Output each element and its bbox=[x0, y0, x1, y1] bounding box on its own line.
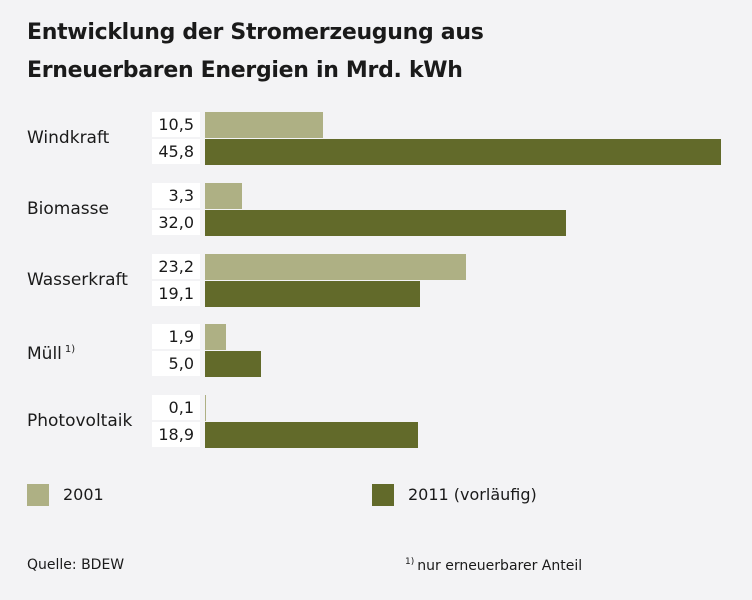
category-label-text: Windkraft bbox=[27, 128, 110, 148]
category-label-text: Photovoltaik bbox=[27, 411, 133, 431]
footnote-marker: 1) bbox=[64, 344, 76, 355]
footnote: 1) nur erneuerbarer Anteil bbox=[405, 557, 582, 574]
value-label-biomasse-2001: 3,3 bbox=[152, 183, 200, 208]
bar-photovoltaik-2011 bbox=[205, 422, 418, 448]
value-label-muell-2011: 5,0 bbox=[152, 351, 200, 376]
bar-muell-2011 bbox=[205, 351, 261, 377]
chart-title-line-2: Erneuerbaren Energien in Mrd. kWh bbox=[27, 58, 463, 83]
bar-photovoltaik-2001 bbox=[205, 395, 206, 421]
bar-windkraft-2011 bbox=[205, 139, 721, 165]
bar-muell-2001 bbox=[205, 324, 226, 350]
category-label-text: Müll bbox=[27, 344, 62, 364]
legend-swatch-2001 bbox=[27, 484, 49, 506]
value-label-wasserkraft-2001: 23,2 bbox=[152, 254, 200, 279]
bar-windkraft-2001 bbox=[205, 112, 323, 138]
value-label-muell-2001: 1,9 bbox=[152, 324, 200, 349]
category-label-text: Wasserkraft bbox=[27, 270, 128, 290]
bar-biomasse-2011 bbox=[205, 210, 566, 236]
bar-biomasse-2001 bbox=[205, 183, 242, 209]
legend-swatch-2011 bbox=[372, 484, 394, 506]
value-label-photovoltaik-2001: 0,1 bbox=[152, 395, 200, 420]
source-note: Quelle: BDEW bbox=[27, 557, 125, 573]
bar-wasserkraft-2001 bbox=[205, 254, 466, 280]
category-label-text: Biomasse bbox=[27, 199, 109, 219]
value-label-photovoltaik-2011: 18,9 bbox=[152, 422, 200, 447]
value-label-windkraft-2001: 10,5 bbox=[152, 112, 200, 137]
category-label-photovoltaik: Photovoltaik bbox=[27, 411, 132, 431]
legend-label-2011: 2011 (vorläufig) bbox=[408, 485, 537, 504]
category-label-muell: Müll 1) bbox=[27, 340, 75, 364]
chart-title: Entwicklung der Stromerzeugung aus Erneu… bbox=[27, 14, 484, 90]
category-label-wasserkraft: Wasserkraft bbox=[27, 270, 128, 290]
category-label-biomasse: Biomasse bbox=[27, 199, 109, 219]
footnote-marker: 1) bbox=[405, 557, 415, 567]
footnote-text: nur erneuerbarer Anteil bbox=[417, 558, 583, 574]
value-label-windkraft-2011: 45,8 bbox=[152, 139, 200, 164]
chart-title-line-1: Entwicklung der Stromerzeugung aus bbox=[27, 20, 484, 45]
category-label-windkraft: Windkraft bbox=[27, 128, 109, 148]
legend-label-2001: 2001 bbox=[63, 485, 104, 504]
value-label-biomasse-2011: 32,0 bbox=[152, 210, 200, 235]
value-label-wasserkraft-2011: 19,1 bbox=[152, 281, 200, 306]
bar-wasserkraft-2011 bbox=[205, 281, 420, 307]
